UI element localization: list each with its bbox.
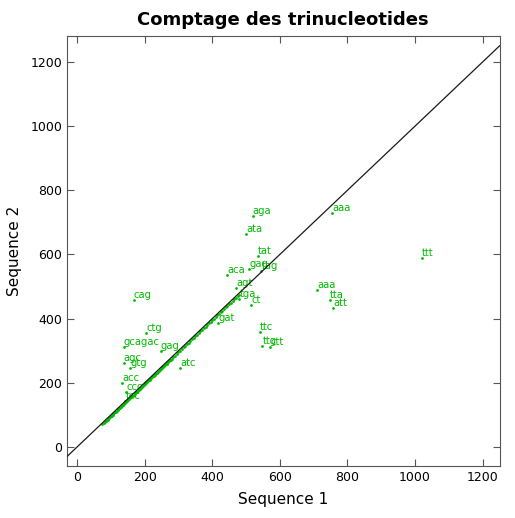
Text: ccc: ccc: [126, 382, 143, 393]
Text: gag: gag: [161, 341, 180, 351]
Text: att: att: [333, 298, 347, 308]
Text: tcc: tcc: [126, 391, 140, 401]
Text: tga: tga: [239, 290, 255, 299]
Text: aaa: aaa: [332, 203, 351, 213]
X-axis label: Sequence 1: Sequence 1: [238, 493, 329, 508]
Text: aaa: aaa: [317, 280, 335, 291]
Text: acc: acc: [122, 373, 139, 383]
Text: gtg: gtg: [130, 358, 147, 368]
Y-axis label: Sequence 2: Sequence 2: [7, 206, 22, 296]
Text: tag: tag: [261, 261, 278, 271]
Text: ttg: ttg: [262, 336, 277, 346]
Text: gcagac: gcagac: [124, 337, 160, 347]
Text: cag: cag: [134, 290, 152, 300]
Text: aca: aca: [228, 265, 245, 275]
Text: ct: ct: [251, 295, 261, 305]
Text: ctg: ctg: [146, 323, 162, 333]
Text: agt: agt: [236, 278, 252, 288]
Text: tat: tat: [258, 246, 272, 256]
Text: aga: aga: [253, 206, 271, 216]
Title: Comptage des trinucleotides: Comptage des trinucleotides: [138, 11, 429, 29]
Text: tta: tta: [330, 290, 344, 300]
Text: atc: atc: [180, 358, 196, 368]
Text: agc: agc: [124, 353, 142, 363]
Text: gat: gat: [218, 313, 235, 323]
Text: ata: ata: [246, 224, 262, 234]
Text: ctt: ctt: [270, 338, 284, 348]
Text: ttc: ttc: [260, 322, 273, 332]
Text: gag: gag: [249, 259, 268, 269]
Text: ttt: ttt: [422, 248, 434, 257]
